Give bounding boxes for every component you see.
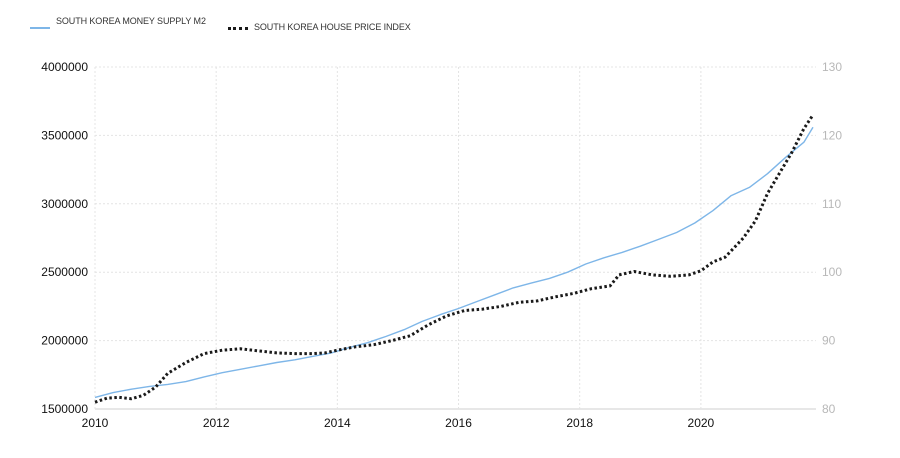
y-right-tick-label: 80 [822, 402, 836, 416]
x-tick-label: 2018 [566, 416, 593, 430]
legend-label-money-supply: SOUTH KOREA MONEY SUPPLY M2 [56, 16, 206, 26]
y-right-tick-label: 100 [822, 265, 842, 279]
y-right-tick-label: 130 [822, 60, 842, 74]
legend-item-house-price[interactable]: SOUTH KOREA HOUSE PRICE INDEX [228, 16, 474, 32]
legend-item-money-supply[interactable]: SOUTH KOREA MONEY SUPPLY M2 [30, 16, 221, 29]
y-left-tick-label: 3000000 [41, 197, 88, 211]
series-line-house-price[interactable] [94, 114, 815, 404]
x-tick-label: 2010 [82, 416, 109, 430]
x-tick-label: 2014 [324, 416, 351, 430]
y-left-tick-label: 1500000 [41, 402, 88, 416]
y-axis-right: 80 90 100 110 120 130 [822, 60, 842, 416]
y-right-tick-label: 120 [822, 128, 842, 142]
series-layer [94, 114, 815, 404]
y-left-tick-label: 4000000 [41, 60, 88, 74]
y-right-tick-label: 110 [822, 197, 841, 211]
x-tick-label: 2020 [688, 416, 715, 430]
x-tick-label: 2016 [445, 416, 472, 430]
series-line-money-supply[interactable] [94, 126, 814, 399]
x-tick-label: 2012 [203, 416, 230, 430]
x-axis: 2010 2012 2014 2016 2018 2020 [82, 416, 715, 430]
legend-swatch-house-price [228, 27, 248, 30]
legend-swatch-money-supply [30, 27, 50, 29]
legend-label-house-price: SOUTH KOREA HOUSE PRICE INDEX [254, 22, 411, 32]
y-left-tick-label: 2000000 [41, 334, 88, 348]
y-axis-left: 1500000 2000000 2500000 3000000 3500000 40000… [41, 60, 88, 416]
y-right-tick-label: 90 [822, 334, 836, 348]
y-left-tick-label: 2500000 [41, 265, 88, 279]
y-left-tick-label: 3500000 [41, 128, 88, 142]
grid-lines [94, 66, 816, 410]
